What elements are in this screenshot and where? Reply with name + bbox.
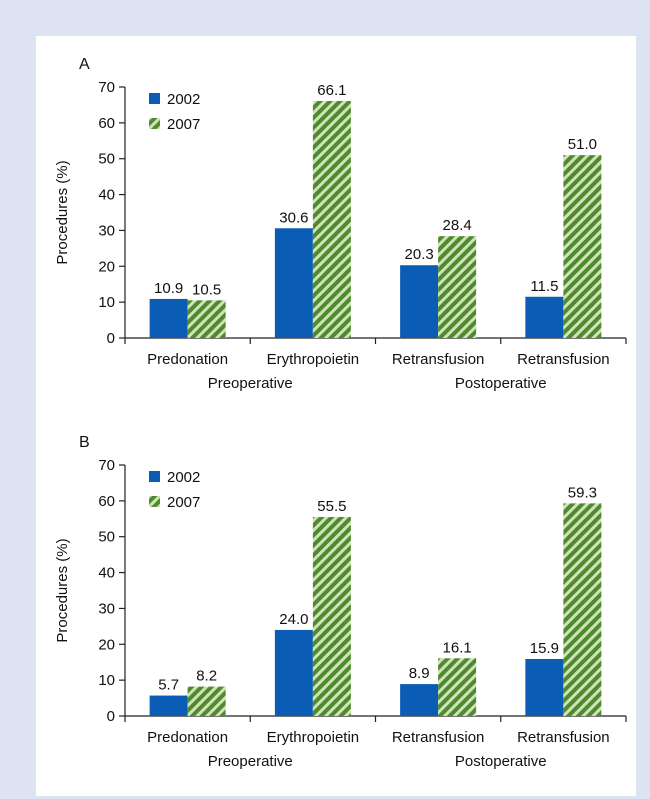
x-tick-label: Retransfusion [517,351,610,368]
data-label-2007-2: 66.1 [317,82,346,99]
bar-2007-3 [438,658,477,716]
bar-2007-1 [187,686,226,716]
y-tick-label: 20 [98,636,115,653]
data-label-2007-1: 10.5 [192,281,221,298]
y-tick-label: 20 [98,258,115,275]
x-tick-label: Retransfusion [517,729,610,746]
data-label-2007-3: 16.1 [443,639,472,656]
y-tick-label: 50 [98,529,115,546]
bar-2002-4 [525,658,564,716]
y-tick-label: 70 [98,79,115,96]
legend-label-2002: 2002 [167,91,200,108]
data-label-2007-1: 8.2 [196,668,217,685]
data-label-2002-3: 20.3 [405,246,434,263]
data-label-2007-3: 28.4 [443,217,472,234]
y-tick-label: 30 [98,600,115,617]
data-label-2007-4: 59.3 [568,484,597,501]
data-label-2007-4: 51.0 [568,136,597,153]
bar-2007-1 [187,300,226,338]
x-tick-label: Erythropoietin [267,729,360,746]
data-label-2002-1: 5.7 [158,677,179,694]
data-label-2002-4: 15.9 [530,640,559,657]
y-tick-label: 0 [107,330,115,347]
group-label: Postoperative [455,753,547,770]
y-tick-label: 70 [98,457,115,474]
data-label-2002-3: 8.9 [409,665,430,682]
bar-2002-2 [274,629,313,716]
y-tick-label: 40 [98,187,115,204]
legend-swatch-2002 [149,471,160,482]
x-tick-label: Retransfusion [392,729,485,746]
legend-swatch-2002 [149,93,160,104]
y-tick-label: 60 [98,493,115,510]
bar-2002-1 [149,298,188,338]
bar-2002-3 [400,265,439,338]
y-tick-label: 10 [98,672,115,689]
y-tick-label: 0 [107,708,115,725]
legend-label-2002: 2002 [167,469,200,486]
legend-label-2007: 2007 [167,494,200,511]
chart-panel-a: A Procedures (%) 0 10 20 30 40 50 60 70 10.9 10.5 Pr… [36,36,636,416]
y-tick-label: 50 [98,151,115,168]
y-tick-label: 30 [98,222,115,239]
chart-panel-b: B Procedures (%) 0 10 20 30 40 50 60 70 5.7 8.2 Pred… [36,414,636,794]
bar-2007-4 [563,155,602,338]
figure-frame: A Procedures (%) 0 10 20 30 40 50 60 70 10.9 10.5 Pr… [36,36,636,796]
data-label-2002-4: 11.5 [530,278,558,295]
group-label: Preoperative [208,753,293,770]
legend-swatch-2007 [149,496,160,507]
bar-2007-2 [312,516,351,716]
panel-label: B [79,434,90,451]
data-label-2002-2: 24.0 [279,611,308,628]
data-label-2002-1: 10.9 [154,280,183,297]
x-tick-label: Erythropoietin [267,351,360,368]
y-axis-label: Procedures (%) [54,538,71,642]
y-tick-label: 40 [98,565,115,582]
bar-2002-1 [149,695,188,716]
y-tick-label: 10 [98,294,115,311]
bar-2002-3 [400,684,439,716]
x-tick-label: Predonation [147,351,228,368]
chart-a-svg: A Procedures (%) 0 10 20 30 40 50 60 70 10.9 10.5 Pr… [54,56,627,392]
bar-2007-2 [312,100,351,338]
bar-2002-4 [525,296,564,338]
group-label: Postoperative [455,375,547,392]
x-tick-label: Retransfusion [392,351,485,368]
bar-2007-3 [438,236,477,338]
panel-label: A [79,56,90,73]
legend-swatch-2007 [149,118,160,129]
data-label-2002-2: 30.6 [279,209,308,226]
y-tick-label: 60 [98,115,115,132]
legend-label-2007: 2007 [167,116,200,133]
data-label-2007-2: 55.5 [317,498,346,515]
x-tick-label: Predonation [147,729,228,746]
group-label: Preoperative [208,375,293,392]
bar-2002-2 [274,228,313,338]
y-axis-label: Procedures (%) [54,160,71,264]
bar-2007-4 [563,503,602,716]
chart-b-svg: B Procedures (%) 0 10 20 30 40 50 60 70 5.7 8.2 Pred… [54,434,627,770]
